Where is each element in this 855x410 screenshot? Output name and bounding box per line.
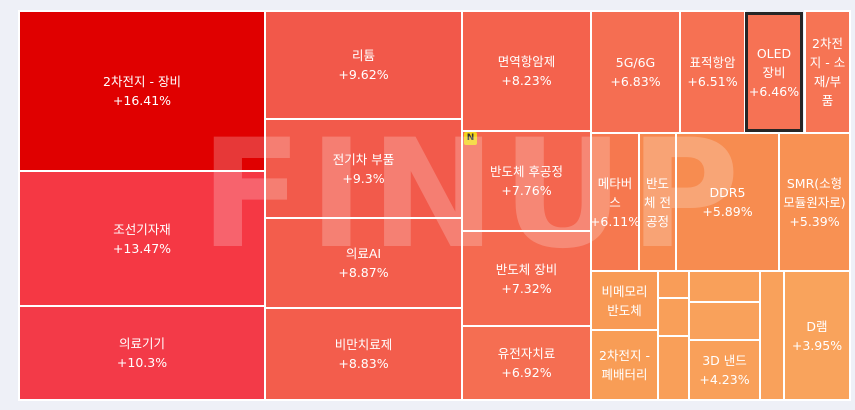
tile-5g-6g[interactable]: 5G/6G +6.83%	[590, 10, 681, 134]
tile-change: +6.51%	[687, 74, 738, 89]
tile-dram[interactable]: D램 +3.95%	[783, 270, 851, 401]
tile-change: +8.83%	[338, 356, 389, 371]
tile-shipbuilding-equipment[interactable]: 조선기자재 +13.47%	[18, 170, 266, 307]
tile-label: 3D 낸드	[702, 353, 747, 368]
tile-label: 2차전지 - 소재/부품	[809, 36, 846, 108]
tile-oled-equipment[interactable]: OLED 장비 +6.46%	[745, 12, 803, 132]
tile-label: 조선기자재	[113, 221, 171, 237]
tile-medical-devices[interactable]: 의료기기 +10.3%	[18, 305, 266, 401]
tile-change: +10.3%	[116, 355, 168, 370]
tile-small-sector[interactable]	[759, 270, 785, 401]
tile-smr[interactable]: SMR(소형모듈원자로) +5.39%	[778, 132, 851, 272]
tile-change: +7.76%	[501, 183, 552, 198]
tile-label: 비메모리 반도체	[601, 283, 648, 318]
tile-semiconductor-equipment[interactable]: 반도체 장비 +7.32%	[461, 230, 592, 327]
tile-change: +9.3%	[342, 170, 385, 186]
tile-ev-parts[interactable]: 전기차 부품 +9.3%	[264, 118, 463, 219]
tile-change: +6.83%	[610, 74, 661, 89]
tile-change: +16.41%	[112, 93, 172, 108]
tile-small-sector[interactable]	[657, 335, 690, 401]
tile-change: +6.46%	[748, 83, 800, 99]
tile-battery-materials[interactable]: 2차전지 - 소재/부품	[804, 10, 851, 134]
tile-change: +13.47%	[112, 240, 172, 256]
tile-metaverse[interactable]: 메타버스 +6.11%	[590, 132, 640, 272]
tile-label: 반도체 전공정	[644, 175, 671, 229]
tile-gene-therapy[interactable]: 유전자치료 +6.92%	[461, 325, 592, 401]
tile-change: +4.23%	[699, 372, 750, 387]
tile-3d-nand[interactable]: 3D 낸드 +4.23%	[688, 339, 761, 401]
tile-label: 전기차 부품	[332, 151, 395, 167]
tile-small-sector[interactable]	[657, 270, 690, 299]
tile-change: +7.32%	[501, 280, 552, 296]
tile-label: 유전자치료	[497, 346, 556, 361]
tile-small-sector[interactable]	[657, 297, 690, 337]
tile-change: +8.23%	[501, 73, 552, 88]
new-badge: N	[464, 132, 477, 145]
tile-label: 5G/6G	[615, 55, 656, 70]
tile-label: SMR(소형모듈원자로)	[783, 175, 846, 210]
tile-change: +5.89%	[702, 204, 753, 219]
tile-label: 표적항암	[689, 55, 736, 70]
tile-change: +6.92%	[501, 365, 552, 380]
tile-non-memory-semiconductor[interactable]: 비메모리 반도체	[590, 270, 659, 331]
tile-change: +3.95%	[791, 337, 843, 353]
tile-label: 2차전지 - 장비	[103, 74, 181, 89]
tile-semiconductor-frontend[interactable]: 반도체 전공정	[638, 132, 677, 272]
tile-targeted-anticancer[interactable]: 표적항암 +6.51%	[679, 10, 746, 134]
tile-label: 반도체 후공정	[490, 164, 563, 179]
tile-battery-equipment[interactable]: 2차전지 - 장비 +16.41%	[18, 10, 266, 172]
tile-label: 의료기기	[118, 336, 165, 351]
tile-small-sector[interactable]	[688, 270, 761, 303]
tile-label: 비만치료제	[334, 337, 393, 352]
tile-label: 면역항암제	[497, 54, 556, 69]
tile-obesity-drugs[interactable]: 비만치료제 +8.83%	[264, 307, 463, 401]
tile-label: OLED 장비	[756, 45, 792, 80]
tile-small-sector[interactable]	[688, 301, 761, 341]
tile-label: 의료AI	[345, 246, 382, 261]
tile-change: +8.87%	[338, 265, 389, 280]
tile-label: 반도체 장비	[495, 261, 558, 277]
tile-medical-ai[interactable]: 의료AI +8.87%	[264, 217, 463, 309]
tile-ddr5[interactable]: DDR5 +5.89%	[675, 132, 780, 272]
tile-label: 2차전지 - 폐배터리	[599, 348, 650, 382]
tile-change: +5.39%	[789, 213, 840, 229]
tile-label: DDR5	[709, 185, 746, 200]
tile-change: +6.11%	[590, 213, 640, 229]
tile-lithium[interactable]: 리튬 +9.62%	[264, 10, 463, 120]
tile-label: 리튬	[351, 48, 375, 63]
tile-label: D램	[806, 318, 828, 334]
tile-label: 메타버스	[597, 175, 633, 210]
tile-immuno-oncology[interactable]: 면역항암제 +8.23%	[461, 10, 592, 132]
tile-change: +9.62%	[338, 67, 389, 82]
tile-semiconductor-backend[interactable]: 반도체 후공정 +7.76%	[461, 130, 592, 232]
tile-battery-recycling[interactable]: 2차전지 - 폐배터리	[590, 329, 659, 401]
